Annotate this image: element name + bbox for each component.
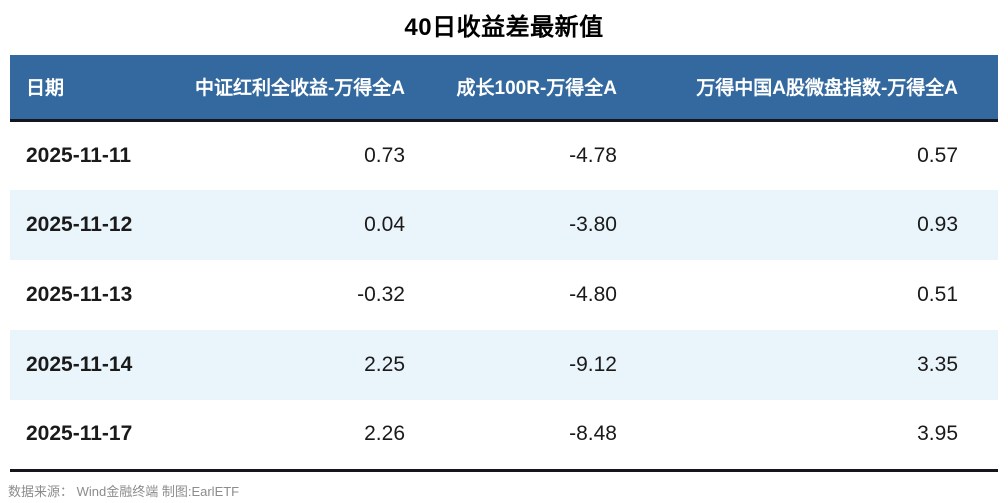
table-row: 2025-11-12 0.04 -3.80 0.93: [10, 190, 998, 260]
value-cell: -3.80: [425, 190, 637, 260]
value-cell: -9.12: [425, 330, 637, 400]
table-row: 2025-11-13 -0.32 -4.80 0.51: [10, 260, 998, 330]
value-cell: 0.04: [180, 190, 425, 260]
value-cell: 2.26: [180, 400, 425, 470]
date-cell: 2025-11-11: [10, 120, 180, 190]
return-diff-table: 日期 中证红利全收益-万得全A 成长100R-万得全A 万得中国A股微盘指数-万…: [10, 55, 998, 472]
column-header-date: 日期: [10, 55, 180, 122]
value-cell: 2.25: [180, 330, 425, 400]
value-cell: 3.35: [637, 330, 998, 400]
value-cell: -4.78: [425, 120, 637, 190]
table-header-row: 日期 中证红利全收益-万得全A 成长100R-万得全A 万得中国A股微盘指数-万…: [10, 55, 998, 122]
value-cell: -8.48: [425, 400, 637, 470]
value-cell: 0.93: [637, 190, 998, 260]
value-cell: -0.32: [180, 260, 425, 330]
chart-title: 40日收益差最新值: [404, 14, 604, 41]
date-cell: 2025-11-12: [10, 190, 180, 260]
table-row: 2025-11-11 0.73 -4.78 0.57: [10, 120, 998, 190]
date-cell: 2025-11-17: [10, 400, 180, 470]
date-cell: 2025-11-13: [10, 260, 180, 330]
table-row: 2025-11-14 2.25 -9.12 3.35: [10, 330, 998, 400]
value-cell: 0.57: [637, 120, 998, 190]
column-header-microcap-index-vs-wind-all-a: 万得中国A股微盘指数-万得全A: [637, 55, 998, 122]
table-row: 2025-11-17 2.26 -8.48 3.95: [10, 400, 998, 470]
value-cell: -4.80: [425, 260, 637, 330]
value-cell: 0.73: [180, 120, 425, 190]
column-header-growth-100r-vs-wind-all-a: 成长100R-万得全A: [425, 55, 637, 122]
value-cell: 0.51: [637, 260, 998, 330]
date-cell: 2025-11-14: [10, 330, 180, 400]
value-cell: 3.95: [637, 400, 998, 470]
column-header-csi-dividend-vs-wind-all-a: 中证红利全收益-万得全A: [180, 55, 425, 122]
source-note: 数据来源： Wind金融终端 制图:EarlETF: [8, 483, 240, 499]
